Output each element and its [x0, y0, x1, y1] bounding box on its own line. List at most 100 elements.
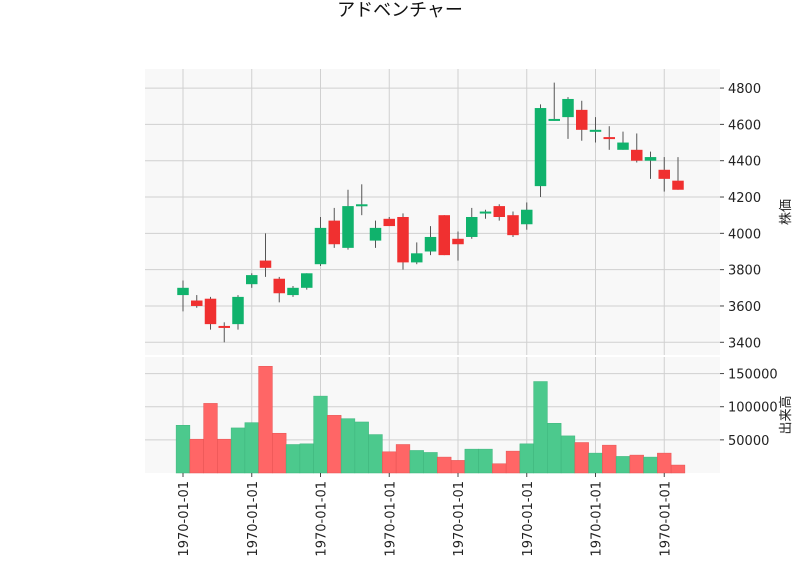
volume-bar	[492, 463, 507, 474]
candle	[191, 295, 203, 308]
candle	[438, 215, 450, 256]
volume-bar	[478, 448, 493, 474]
volume-panel: 50000 100000 150000 出来高	[145, 357, 794, 474]
volume-tick-label: 50000	[728, 434, 769, 449]
x-tick-label: 1970-01-01	[452, 481, 467, 557]
candle-body	[644, 157, 657, 161]
candle	[369, 220, 382, 248]
volume-bar	[230, 427, 246, 474]
candles	[177, 82, 684, 343]
x-tick-label: 1970-01-01	[177, 481, 192, 557]
volume-bar	[272, 432, 287, 474]
volume-bar	[437, 456, 452, 474]
candle	[177, 280, 189, 312]
candle-body	[383, 218, 395, 227]
candle-body	[479, 211, 492, 214]
price-panel-background	[145, 69, 720, 355]
volume-bar	[560, 435, 576, 474]
volume-bar	[327, 415, 342, 474]
volume-bar	[602, 444, 617, 474]
volume-bar	[519, 443, 534, 474]
candle	[232, 295, 244, 330]
candle	[342, 189, 354, 250]
volume-bar	[423, 452, 438, 474]
volume-bar	[217, 438, 232, 474]
candle-body	[672, 180, 684, 190]
volume-bar	[189, 438, 204, 474]
candle	[328, 207, 340, 248]
volume-bar	[670, 464, 686, 474]
price-tick-label: 3400	[728, 336, 761, 351]
price-y-ticks: 3400 3600 3800 4000 4200 4400 4600 4800	[720, 82, 761, 351]
candle-body	[493, 206, 505, 217]
candle	[562, 97, 574, 139]
price-tick-label: 3600	[728, 300, 761, 315]
candle	[672, 157, 684, 190]
volume-tick-label: 150000	[728, 368, 778, 383]
volume-y-axis-label: 出来高	[778, 395, 794, 434]
candle	[287, 285, 299, 297]
candle-body	[232, 296, 244, 325]
candle-body	[177, 287, 189, 296]
volume-bar	[175, 425, 191, 474]
volume-bar	[505, 450, 521, 474]
volume-bar	[533, 381, 548, 474]
x-tick-label: 1970-01-01	[658, 481, 673, 557]
candle-body	[356, 204, 368, 207]
candle-body	[438, 215, 450, 256]
volume-bar	[395, 444, 411, 474]
candle	[301, 273, 313, 290]
volume-bar	[629, 454, 644, 474]
candle-body	[548, 118, 560, 121]
candle	[589, 117, 602, 143]
candle-body	[342, 206, 354, 248]
candle	[576, 100, 588, 141]
volume-bar	[203, 403, 218, 474]
x-tick-label: 1970-01-01	[590, 481, 605, 557]
candle-body	[218, 325, 230, 328]
volume-bar	[574, 442, 589, 474]
volume-bar	[382, 451, 397, 474]
volume-bar	[258, 366, 273, 474]
volume-y-ticks: 50000 100000 150000	[720, 368, 778, 449]
volume-bars	[175, 366, 686, 474]
candle-body	[328, 220, 340, 245]
candle	[383, 216, 395, 227]
candle-body	[576, 109, 588, 130]
volume-bar	[354, 421, 369, 474]
candle-body	[369, 227, 382, 241]
candle	[411, 242, 423, 265]
candle	[356, 184, 368, 216]
price-tick-label: 4000	[728, 227, 761, 242]
candle-body	[191, 300, 203, 306]
candle-body	[534, 108, 547, 187]
candle	[631, 133, 643, 163]
x-tick-label: 1970-01-01	[315, 481, 330, 557]
volume-bar	[464, 448, 479, 474]
candle	[548, 82, 560, 121]
price-tick-label: 4400	[728, 155, 761, 170]
candle-body	[273, 278, 285, 294]
candle	[273, 276, 285, 303]
candle-body	[617, 142, 629, 150]
price-y-axis-label: 株価	[779, 199, 794, 225]
candle	[246, 273, 258, 288]
candle-body	[631, 149, 643, 161]
x-tick-label: 1970-01-01	[246, 481, 261, 557]
candle	[603, 126, 615, 150]
volume-tick-label: 100000	[728, 401, 778, 416]
x-tick-label: 1970-01-01	[521, 481, 536, 557]
volume-bar	[588, 452, 603, 474]
volume-bar	[657, 452, 672, 474]
candle	[644, 151, 657, 179]
candle-body	[521, 209, 533, 225]
candle	[259, 233, 272, 277]
candle-body	[246, 275, 258, 285]
volume-bar	[313, 395, 328, 474]
candle	[424, 226, 437, 256]
x-tick-label: 1970-01-01	[383, 481, 398, 557]
candle-body	[314, 227, 327, 265]
volume-bar	[244, 422, 259, 474]
volume-bar	[299, 443, 314, 474]
candle	[493, 204, 505, 221]
